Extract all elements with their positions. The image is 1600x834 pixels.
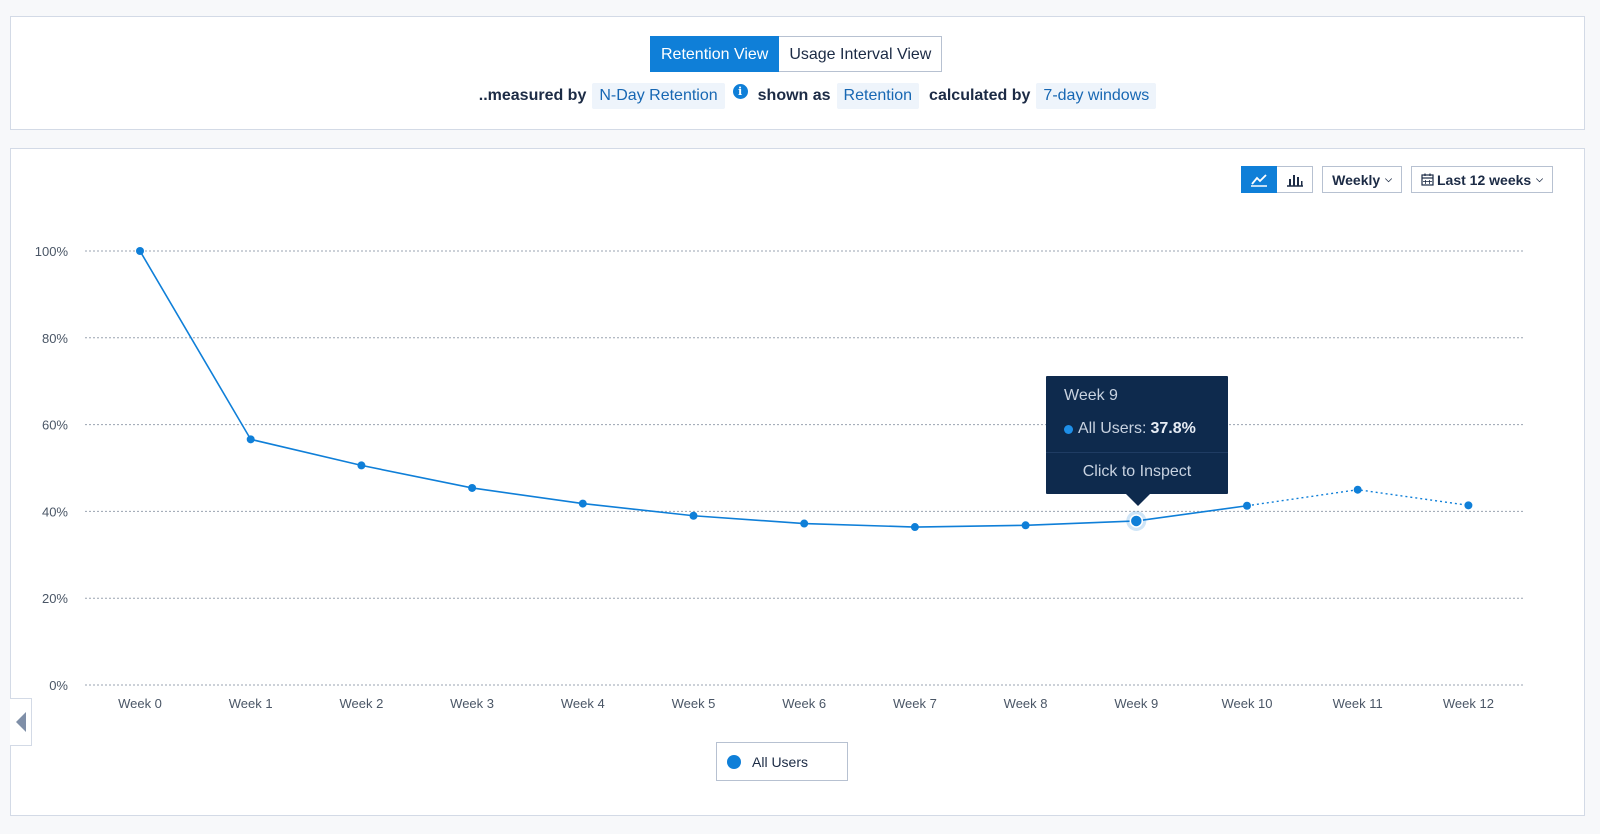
x-tick-label: Week 1 [229,696,273,711]
x-tick-label: Week 7 [893,696,937,711]
data-point [910,523,919,532]
tooltip-value: 37.8% [1150,420,1196,437]
chart-type-toggle [1241,166,1314,193]
tooltip-row: All Users: 37.8% [1064,420,1196,438]
interval-dropdown[interactable]: Weekly ⌵ [1322,166,1402,193]
x-tick-label: Week 8 [1004,696,1048,711]
chevron-down-icon: ⌵ [1536,174,1543,184]
y-tick-label: 80% [42,331,68,346]
x-tick-label: Week 6 [782,696,826,711]
data-point [468,483,477,492]
usage-interval-view-button[interactable]: Usage Interval View [779,36,943,72]
x-tick-label: Week 0 [118,696,162,711]
x-tick-label: Week 5 [672,696,716,711]
measure-row: ..measured by N-Day Retention i shown as… [28,83,1600,109]
shown-as-selector[interactable]: Retention [836,83,920,109]
chart-controls: Weekly ⌵ Last 12 weeks ⌵ [1241,166,1553,193]
data-point [578,499,587,508]
data-point [1021,521,1030,530]
tooltip-caret [1126,494,1150,506]
line-chart-button[interactable] [1241,166,1278,193]
data-point [800,519,809,528]
data-point [1243,501,1251,510]
tooltip-title: Week 9 [1064,387,1118,404]
bar-chart-button[interactable] [1277,166,1314,193]
x-tick-label: Week 12 [1443,696,1494,711]
x-tick-label: Week 3 [450,696,494,711]
interval-label: Weekly [1332,171,1381,188]
data-point-highlighted [1129,514,1144,528]
date-range-label: Last 12 weeks [1437,171,1532,188]
series-dot-icon [727,754,741,769]
tooltip-series: All Users: [1078,420,1147,437]
legend-item-all-users[interactable]: All Users [716,742,848,781]
calculated-by-label: calculated by [929,87,1031,104]
chevron-left-icon [15,712,26,732]
chart-tooltip: Week 9 All Users: 37.8% Click to Inspect [1046,376,1228,506]
y-tick-label: 100% [35,244,69,259]
measured-by-label: ..measured by [478,87,587,104]
data-point [357,461,366,470]
calculated-by-selector[interactable]: 7-day windows [1036,83,1157,109]
y-tick-label: 60% [42,418,68,433]
data-point [1353,485,1362,494]
data-point [689,511,698,520]
x-tick-label: Week 4 [561,696,605,711]
date-range-dropdown[interactable]: Last 12 weeks ⌵ [1411,166,1553,193]
chevron-down-icon: ⌵ [1385,174,1392,184]
legend-label: All Users [752,753,809,770]
shown-as-label: shown as [757,87,831,104]
data-point [246,435,255,444]
measured-by-selector[interactable]: N-Day Retention [592,83,725,109]
x-tick-label: Week 10 [1221,696,1272,711]
y-tick-label: 0% [49,678,68,693]
calendar-icon [1421,173,1434,186]
x-tick-label: Week 9 [1114,696,1158,711]
view-toggle: Retention View Usage Interval View [650,36,943,72]
y-tick-label: 40% [42,504,68,519]
query-panel: Retention View Usage Interval View ..mea… [10,16,1585,130]
data-point [1464,501,1473,510]
x-tick-label: Week 2 [339,696,383,711]
collapse-sidebar-button[interactable] [10,698,32,746]
x-tick-label: Week 11 [1333,696,1383,711]
inspect-link[interactable]: Click to Inspect [1082,463,1192,480]
chart-panel: Weekly ⌵ Last 12 weeks ⌵ [10,148,1585,816]
info-icon[interactable]: i [732,83,748,99]
data-point [136,247,144,255]
series-dot-icon [1064,424,1073,434]
line-chart-icon [1251,173,1268,187]
bar-chart-icon [1286,174,1303,187]
retention-view-button[interactable]: Retention View [650,36,780,72]
tooltip-divider [1046,452,1228,453]
y-tick-label: 20% [42,591,68,606]
